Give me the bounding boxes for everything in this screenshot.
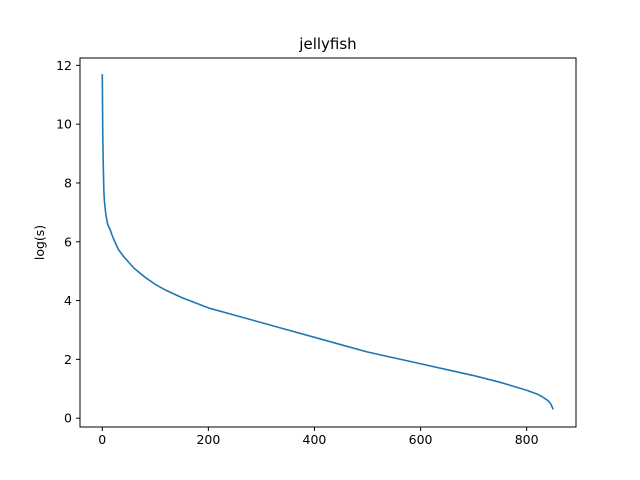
- y-tick-label: 12: [56, 58, 72, 73]
- x-tick-label: 600: [409, 432, 433, 447]
- y-tick-label: 10: [56, 117, 72, 132]
- x-tick-label: 800: [515, 432, 539, 447]
- y-axis-label: log(s): [32, 225, 47, 260]
- y-tick-label: 0: [64, 411, 72, 426]
- x-tick-label: 400: [303, 432, 327, 447]
- y-tick-label: 2: [64, 352, 72, 367]
- y-tick-label: 8: [64, 175, 72, 190]
- y-tick-label: 4: [64, 293, 72, 308]
- chart-title: jellyfish: [298, 35, 356, 53]
- x-axis-ticks: 0 200 400 600 800: [98, 427, 539, 447]
- series-layer: [101, 74, 554, 410]
- y-tick-label: 6: [64, 234, 72, 249]
- x-tick-label: 0: [98, 432, 106, 447]
- plot-frame: [79, 57, 577, 428]
- series-line: [101, 74, 554, 410]
- x-tick-label: 200: [196, 432, 220, 447]
- y-axis-ticks: 0 2 4 6 8 10 12: [56, 58, 80, 426]
